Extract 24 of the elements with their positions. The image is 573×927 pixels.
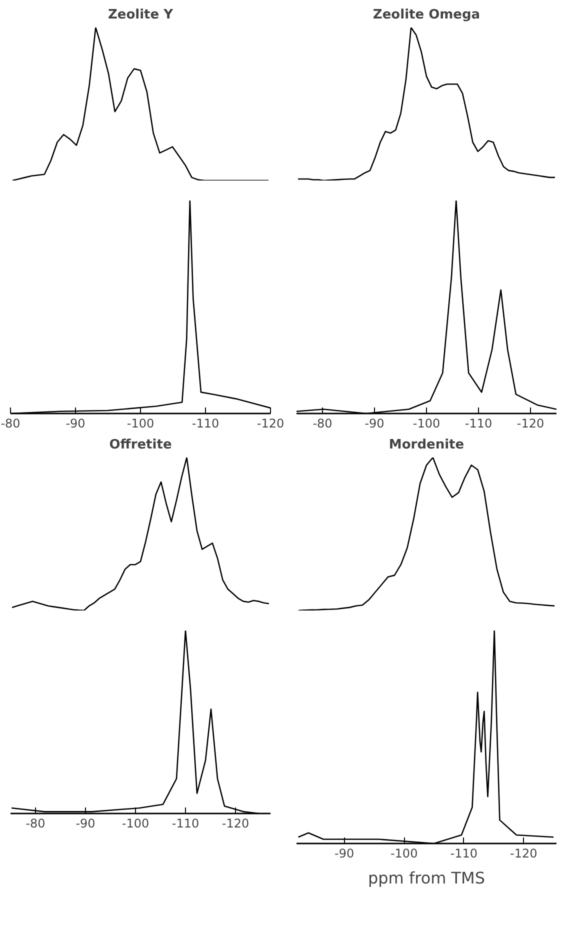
x-tick-label: -90 <box>76 816 96 830</box>
chart-title: Zeolite Y <box>108 8 174 22</box>
x-tick-label: -120 <box>256 416 284 430</box>
x-tick-label: -120 <box>510 846 538 860</box>
x-tick-label: -110 <box>450 846 478 860</box>
x-tick-label: -100 <box>390 846 418 860</box>
x-tick-label: -90 <box>334 846 354 860</box>
x-tick-label: -80 <box>312 416 332 430</box>
x-tick-label: -80 <box>26 816 46 830</box>
chart-title: Zeolite Omega <box>372 8 480 22</box>
x-tick-label: -90 <box>364 416 384 430</box>
chart-title: Mordenite <box>388 438 464 452</box>
x-tick-label: -100 <box>126 416 154 430</box>
x-tick-label: -120 <box>516 416 544 430</box>
x-tick-label: -90 <box>66 416 86 430</box>
x-axis-title: ppm from TMS <box>368 868 486 888</box>
chart-title: Offretite <box>109 438 172 452</box>
x-tick-label: -110 <box>192 416 220 430</box>
x-tick-label: -80 <box>0 416 20 430</box>
x-tick-label: -100 <box>412 416 440 430</box>
x-tick-label: -110 <box>172 816 200 830</box>
x-tick-label: -120 <box>222 816 250 830</box>
x-tick-label: -110 <box>464 416 492 430</box>
x-tick-label: -100 <box>122 816 150 830</box>
